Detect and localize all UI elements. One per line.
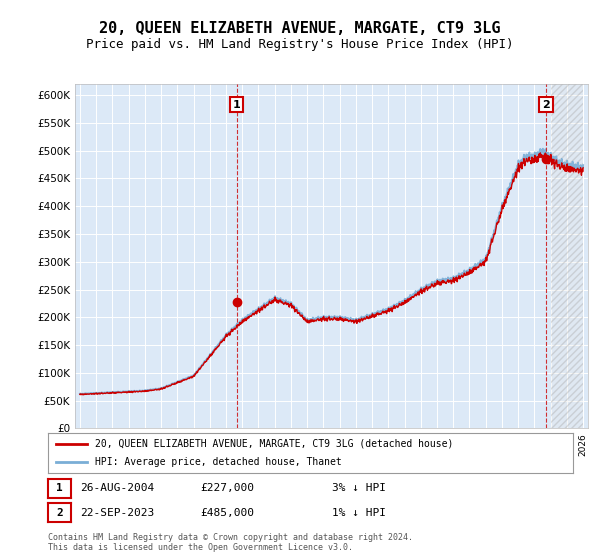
Bar — [551, 84, 583, 428]
Text: Contains HM Land Registry data © Crown copyright and database right 2024.
This d: Contains HM Land Registry data © Crown c… — [48, 533, 413, 552]
Text: £227,000: £227,000 — [200, 483, 254, 493]
Text: Price paid vs. HM Land Registry's House Price Index (HPI): Price paid vs. HM Land Registry's House … — [86, 38, 514, 51]
Bar — [551, 84, 583, 428]
Text: £485,000: £485,000 — [200, 508, 254, 518]
Text: 1: 1 — [233, 100, 241, 110]
Text: 1: 1 — [56, 483, 63, 493]
Text: 1% ↓ HPI: 1% ↓ HPI — [332, 508, 386, 518]
Text: HPI: Average price, detached house, Thanet: HPI: Average price, detached house, Than… — [95, 458, 342, 467]
Text: 2: 2 — [56, 508, 63, 518]
Text: 20, QUEEN ELIZABETH AVENUE, MARGATE, CT9 3LG (detached house): 20, QUEEN ELIZABETH AVENUE, MARGATE, CT9… — [95, 439, 454, 449]
Text: 3% ↓ HPI: 3% ↓ HPI — [332, 483, 386, 493]
Text: 26-AUG-2004: 26-AUG-2004 — [80, 483, 154, 493]
Text: 22-SEP-2023: 22-SEP-2023 — [80, 508, 154, 518]
Text: 2: 2 — [542, 100, 550, 110]
Text: 20, QUEEN ELIZABETH AVENUE, MARGATE, CT9 3LG: 20, QUEEN ELIZABETH AVENUE, MARGATE, CT9… — [99, 21, 501, 36]
